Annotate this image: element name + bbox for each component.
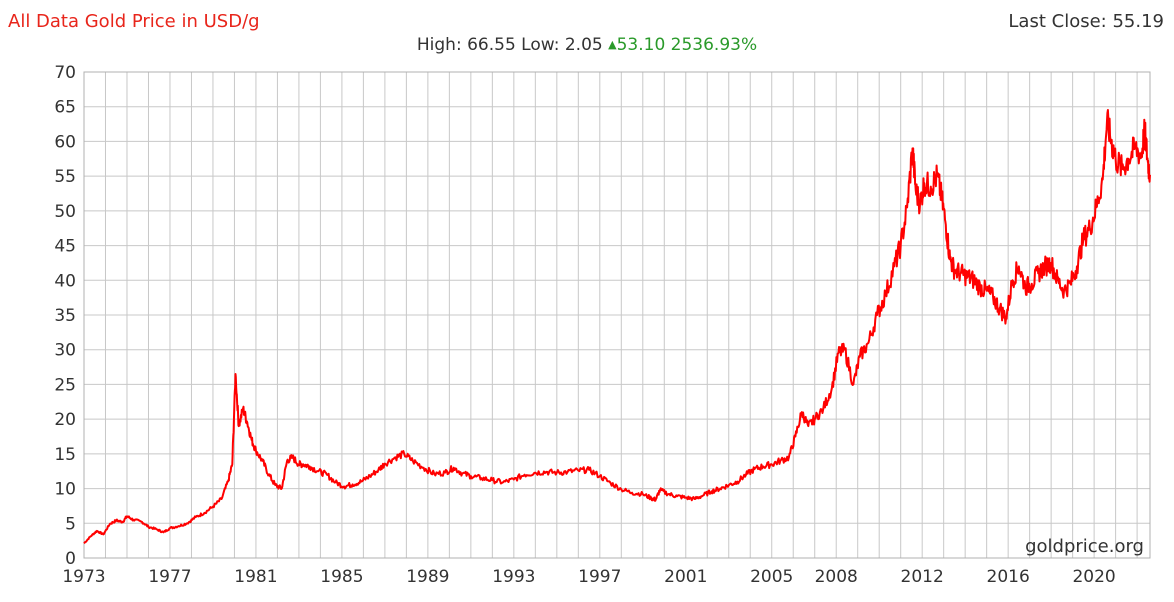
- y-tick-label: 45: [54, 237, 76, 257]
- y-tick-label: 25: [54, 375, 76, 395]
- y-axis-labels: 0 5 10 15 20 25 30 35 40 45 50 55 60 65 70: [54, 63, 76, 569]
- change-value: 53.10: [616, 35, 666, 55]
- up-arrow-icon: ▲: [608, 38, 617, 51]
- y-tick-label: 60: [54, 132, 76, 152]
- chart-title: All Data Gold Price in USD/g: [8, 11, 260, 32]
- x-tick-label: 1993: [492, 567, 535, 587]
- plot-area: [83, 71, 1151, 559]
- price-stats: High: 66.55 Low: 2.05 ▲53.10 2536.93%: [0, 35, 1174, 55]
- y-tick-label: 65: [54, 98, 76, 118]
- watermark: goldprice.org: [1025, 536, 1144, 557]
- y-tick-label: 35: [54, 306, 76, 326]
- x-tick-label: 2005: [750, 567, 793, 587]
- y-tick-label: 30: [54, 341, 76, 361]
- x-tick-label: 1977: [148, 567, 191, 587]
- y-tick-label: 55: [54, 167, 76, 187]
- y-tick-label: 40: [54, 271, 76, 291]
- x-tick-label: 1973: [62, 567, 105, 587]
- x-tick-label: 2016: [987, 567, 1030, 587]
- x-tick-label: 1985: [320, 567, 363, 587]
- last-close-value: 55.19: [1112, 11, 1164, 32]
- y-tick-label: 5: [65, 514, 76, 534]
- y-tick-label: 10: [54, 480, 76, 500]
- y-tick-label: 50: [54, 202, 76, 222]
- low-label: Low:: [521, 35, 560, 55]
- price-line: [83, 109, 1151, 545]
- low-value: 2.05: [564, 35, 603, 55]
- high-value: 66.55: [467, 35, 516, 55]
- y-tick-label: 70: [54, 63, 76, 83]
- x-tick-label: 1981: [234, 567, 277, 587]
- x-tick-label: 2001: [664, 567, 707, 587]
- x-tick-label: 2020: [1072, 567, 1115, 587]
- last-close-label: Last Close:: [1008, 11, 1107, 32]
- x-tick-label: 1997: [578, 567, 621, 587]
- change-percent: 2536.93%: [670, 35, 758, 55]
- x-axis-labels: 1973 1977 1981 1985 1989 1993 1997 2001 2005 2008…: [62, 567, 1115, 587]
- x-tick-label: 2012: [901, 567, 944, 587]
- y-tick-label: 0: [65, 549, 76, 569]
- y-tick-label: 20: [54, 410, 76, 430]
- x-tick-label: 1989: [406, 567, 449, 587]
- x-tick-label: 2008: [815, 567, 858, 587]
- high-label: High:: [416, 35, 462, 55]
- chart-grid: [83, 71, 1150, 559]
- y-tick-label: 15: [54, 445, 76, 465]
- last-close: Last Close: 55.19: [1008, 11, 1164, 32]
